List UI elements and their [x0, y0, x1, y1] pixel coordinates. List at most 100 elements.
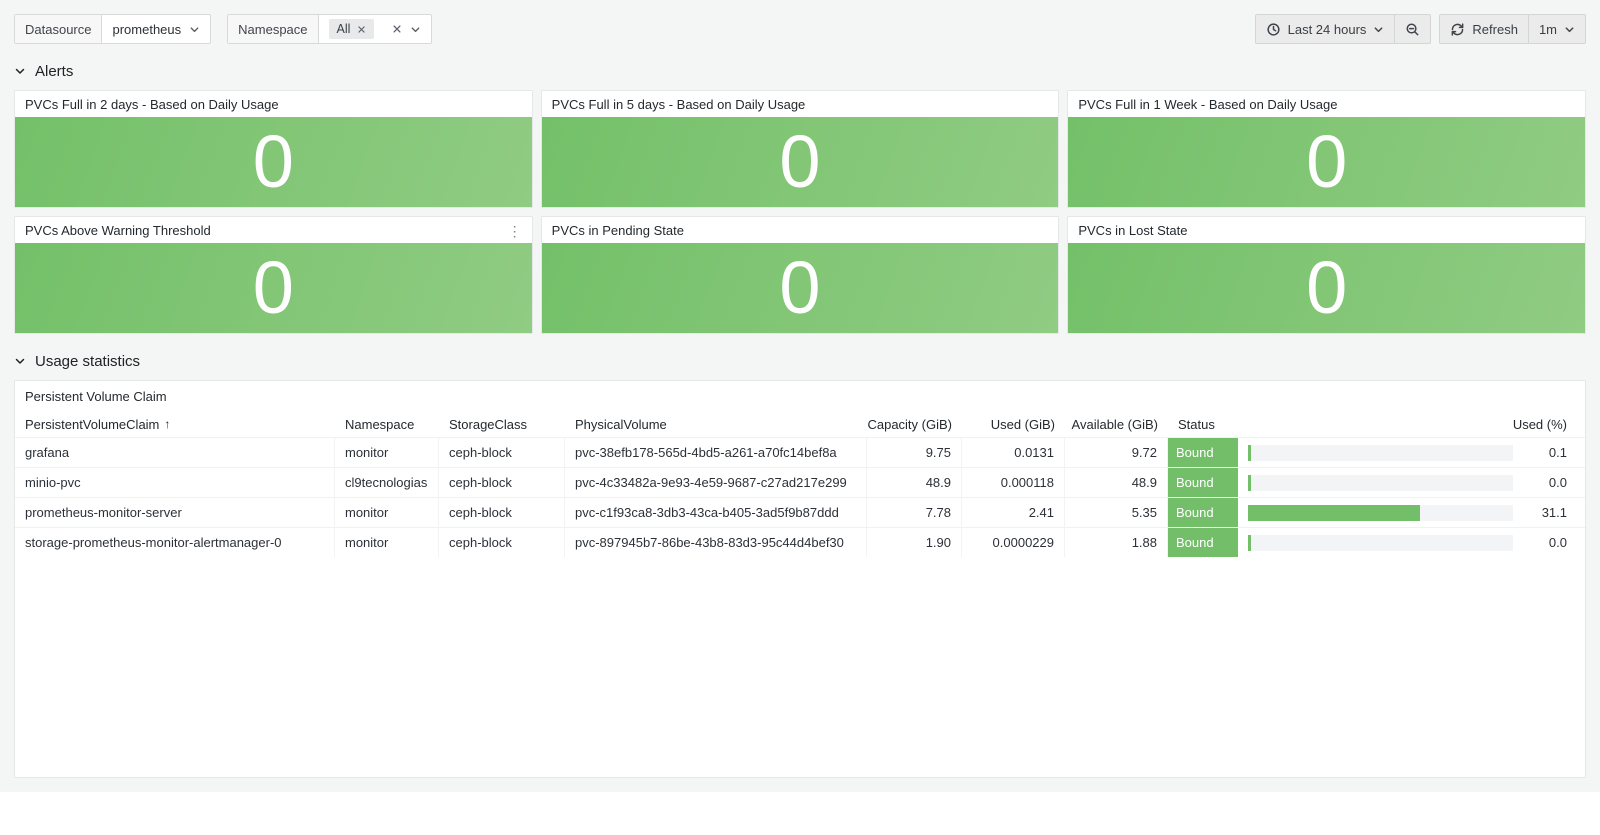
datasource-label: Datasource — [15, 15, 103, 43]
datasource-select[interactable]: prometheus — [102, 15, 210, 43]
stat-body: 0 — [1068, 243, 1586, 333]
time-picker-group: Last 24 hours — [1254, 14, 1432, 44]
time-controls: Last 24 hours — [1254, 14, 1586, 44]
pvc-storageclass: ceph-block — [439, 438, 565, 467]
chevron-down-icon[interactable] — [410, 24, 421, 35]
chevron-down-icon — [14, 65, 26, 77]
column-header-physicalvolume[interactable]: PhysicalVolume — [575, 416, 667, 432]
column-header-capacity[interactable]: Capacity (GiB) — [867, 416, 952, 432]
usage-bar-fill — [1248, 444, 1251, 461]
panel-title[interactable]: PVCs Full in 5 days - Based on Daily Usa… — [551, 96, 806, 112]
usage-gauge: 0.1 — [1238, 438, 1585, 467]
namespace-select[interactable]: All — [319, 15, 432, 43]
clear-icon[interactable] — [392, 24, 402, 34]
column-header-status[interactable]: Status — [1178, 416, 1215, 432]
stat-value: 0 — [1306, 246, 1348, 329]
usage-bar-fill — [1248, 504, 1421, 521]
stat-panel-pvcs-lost: PVCs in Lost State 0 — [1067, 216, 1587, 334]
stat-body: 0 — [15, 117, 532, 207]
refresh-button[interactable]: Refresh — [1439, 14, 1529, 44]
pvc-table-panel: Persistent Volume Claim PersistentVolume… — [14, 380, 1586, 778]
table-row: prometheus-monitor-server monitor ceph-b… — [15, 497, 1585, 527]
pvc-name: grafana — [15, 438, 335, 467]
status-badge: Bound — [1168, 438, 1238, 467]
pvc-namespace: monitor — [335, 498, 439, 527]
pvc-capacity: 9.75 — [867, 438, 962, 467]
namespace-field: Namespace All — [227, 14, 433, 44]
pvc-available: 1.88 — [1065, 528, 1168, 557]
pvc-available: 48.9 — [1065, 468, 1168, 497]
pvc-physicalvolume: pvc-38efb178-565d-4bd5-a261-a70fc14bef8a — [565, 438, 867, 467]
column-header-available[interactable]: Available (GiB) — [1071, 416, 1158, 432]
panel-title[interactable]: Persistent Volume Claim — [25, 388, 167, 404]
stat-panel-pvcs-warning-threshold: PVCs Above Warning Threshold ⋮ 0 — [14, 216, 533, 334]
panel-menu-icon[interactable]: ⋮ — [507, 223, 522, 239]
stat-value: 0 — [252, 120, 294, 203]
usage-bar-track — [1248, 504, 1513, 521]
panel-title[interactable]: PVCs in Lost State — [1078, 222, 1188, 238]
alerts-section-title: Alerts — [35, 62, 74, 80]
bottom-margin — [0, 792, 1600, 835]
time-range-label: Last 24 hours — [1287, 21, 1367, 37]
namespace-tag[interactable]: All — [328, 19, 375, 39]
column-header-used-pct[interactable]: Used (%) — [1512, 416, 1567, 432]
column-header-pvc[interactable]: PersistentVolumeClaim ↑ — [25, 416, 171, 432]
column-header-used[interactable]: Used (GiB) — [990, 416, 1055, 432]
pvc-storageclass: ceph-block — [439, 528, 565, 557]
column-header-namespace[interactable]: Namespace — [345, 416, 415, 432]
dashboard-toolbar: Datasource prometheus Namespace All — [0, 0, 1600, 44]
refresh-group: Refresh 1m — [1439, 14, 1586, 44]
pvc-capacity: 48.9 — [867, 468, 962, 497]
chevron-down-icon — [14, 355, 26, 367]
chevron-down-icon — [1564, 24, 1575, 35]
usage-bar-track — [1248, 474, 1513, 491]
table-row: grafana monitor ceph-block pvc-38efb178-… — [15, 437, 1585, 467]
stat-panel-pvcs-full-5-days: PVCs Full in 5 days - Based on Daily Usa… — [540, 90, 1060, 208]
pvc-capacity: 7.78 — [867, 498, 962, 527]
stat-panel-pvcs-full-2-days: PVCs Full in 2 days - Based on Daily Usa… — [14, 90, 533, 208]
chevron-down-icon — [1373, 24, 1384, 35]
panel-title[interactable]: PVCs Full in 1 Week - Based on Daily Usa… — [1078, 96, 1338, 112]
stat-value: 0 — [1306, 120, 1348, 203]
panel-title[interactable]: PVCs Above Warning Threshold — [25, 222, 211, 238]
stat-value: 0 — [252, 246, 294, 329]
pvc-name: storage-prometheus-monitor-alertmanager-… — [15, 528, 335, 557]
variables-bar: Datasource prometheus Namespace All — [14, 14, 433, 44]
stat-body: 0 — [1068, 117, 1586, 207]
table-header-row: PersistentVolumeClaim ↑ Namespace Storag… — [15, 411, 1585, 437]
namespace-label: Namespace — [228, 15, 319, 43]
table-row: storage-prometheus-monitor-alertmanager-… — [15, 527, 1585, 557]
panel-title[interactable]: PVCs in Pending State — [551, 222, 684, 238]
stat-panel-pvcs-pending: PVCs in Pending State 0 — [540, 216, 1060, 334]
column-header-storageclass[interactable]: StorageClass — [449, 416, 528, 432]
stat-panel-pvcs-full-1-week: PVCs Full in 1 Week - Based on Daily Usa… — [1067, 90, 1587, 208]
zoom-out-button[interactable] — [1394, 14, 1432, 44]
pvc-used-pct: 0.0 — [1548, 475, 1567, 490]
stat-body: 0 — [15, 243, 532, 333]
alerts-section-header[interactable]: Alerts — [0, 60, 1600, 82]
pvc-used: 0.0000229 — [962, 528, 1065, 557]
usage-bar-track — [1248, 444, 1513, 461]
namespace-tag-label: All — [336, 22, 351, 36]
pvc-name: prometheus-monitor-server — [15, 498, 335, 527]
alert-panels-row-1: PVCs Full in 2 days - Based on Daily Usa… — [0, 90, 1600, 208]
close-icon[interactable] — [357, 25, 366, 34]
datasource-field: Datasource prometheus — [14, 14, 212, 44]
refresh-interval-button[interactable]: 1m — [1527, 14, 1586, 44]
pvc-physicalvolume: pvc-897945b7-86be-43b8-83d3-95c44d4bef30 — [565, 528, 867, 557]
alert-panels-row-2: PVCs Above Warning Threshold ⋮ 0 PVCs in… — [0, 216, 1600, 334]
chevron-down-icon — [189, 24, 200, 35]
pvc-physicalvolume: pvc-c1f93ca8-3db3-43ca-b405-3ad5f9b87ddd — [565, 498, 867, 527]
usage-section-header[interactable]: Usage statistics — [0, 350, 1600, 372]
grafana-dashboard: Datasource prometheus Namespace All — [0, 0, 1600, 792]
pvc-namespace: monitor — [335, 528, 439, 557]
pvc-storageclass: ceph-block — [439, 468, 565, 497]
time-range-button[interactable]: Last 24 hours — [1254, 14, 1396, 44]
pvc-available: 9.72 — [1065, 438, 1168, 467]
pvc-used: 2.41 — [962, 498, 1065, 527]
stat-body: 0 — [541, 243, 1059, 333]
pvc-used-pct: 31.1 — [1541, 505, 1567, 520]
usage-gauge: 0.0 — [1238, 468, 1585, 497]
usage-bar-fill — [1248, 534, 1251, 551]
panel-title[interactable]: PVCs Full in 2 days - Based on Daily Usa… — [25, 96, 279, 112]
